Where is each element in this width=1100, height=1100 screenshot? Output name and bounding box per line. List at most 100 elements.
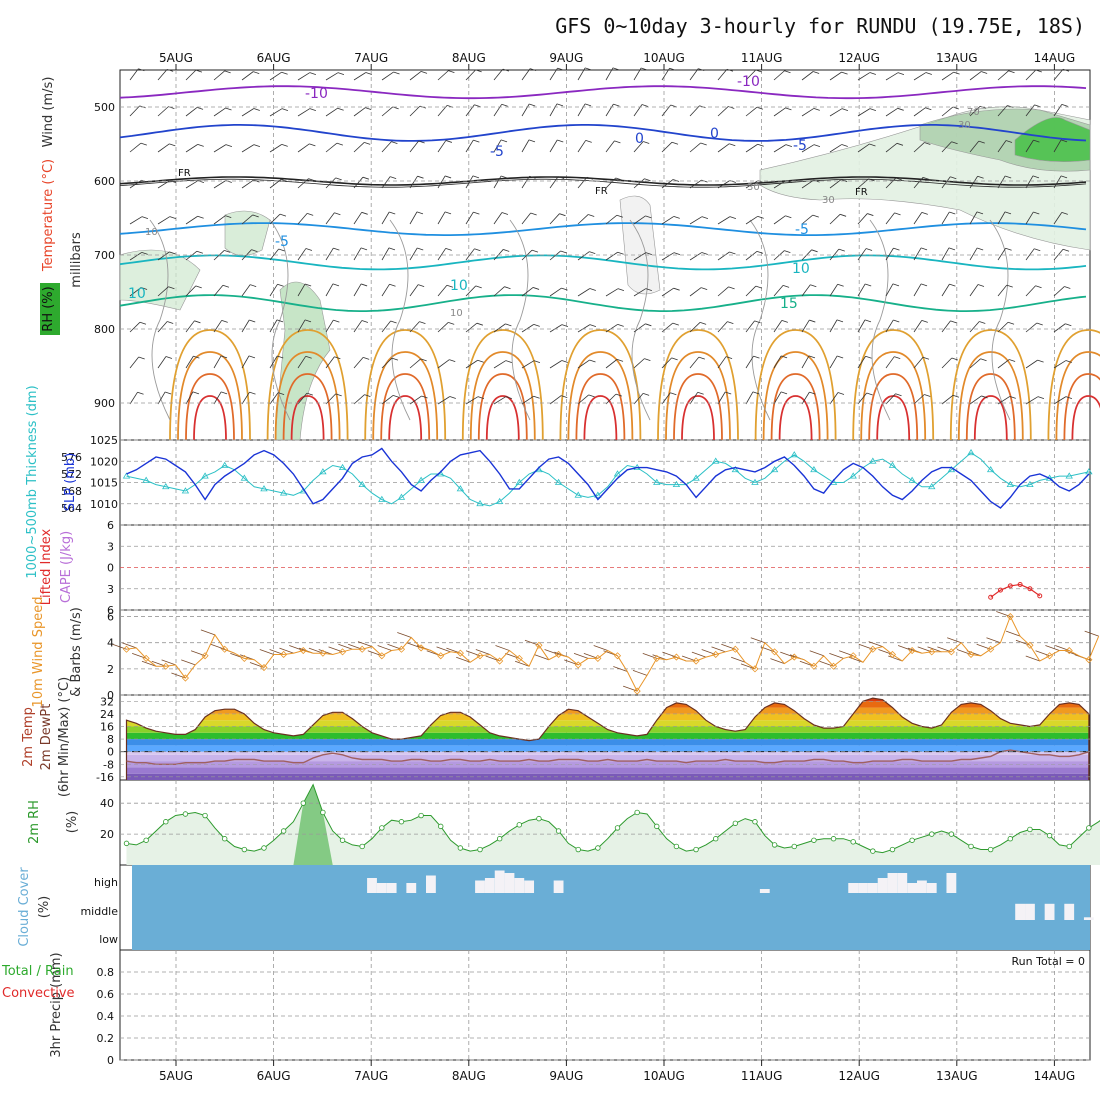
thickness-marker <box>319 468 327 475</box>
rh-legend-swatch <box>40 283 60 335</box>
wind-barb <box>493 139 502 153</box>
wind-barb-flag <box>141 252 148 255</box>
wind-barb <box>885 319 894 333</box>
wind-barb-flag <box>755 69 762 73</box>
wind-barb <box>297 283 306 297</box>
wind-barb <box>157 321 168 333</box>
wind-barb <box>1025 322 1038 333</box>
wind-barb-flag <box>921 212 928 215</box>
wind-speed-marker <box>260 663 268 672</box>
date-label-bottom: 5AUG <box>159 1069 193 1083</box>
rh-point <box>477 846 483 853</box>
wind-barb-flag <box>1034 248 1041 252</box>
rh-point <box>320 809 326 816</box>
wind-barb <box>157 106 169 117</box>
wind-barb-flag <box>725 356 733 359</box>
wind-barb <box>997 359 1010 369</box>
thickness-marker <box>1006 480 1015 488</box>
slp-tick-label: 1025 <box>90 434 118 447</box>
wind-barb-flag <box>477 359 484 363</box>
wind-barb-flag <box>812 214 819 218</box>
wind-barb <box>689 252 703 261</box>
wind-barb-flag <box>364 394 371 398</box>
wind-barb <box>577 288 591 297</box>
wind-barb <box>801 179 814 189</box>
slp-tick-label: 1020 <box>90 455 118 468</box>
thickness-marker <box>711 457 720 464</box>
wind-barb-flag <box>614 140 621 144</box>
wind-barb-flag <box>700 142 707 146</box>
wind-speed-marker <box>653 654 661 662</box>
wind-barb <box>885 356 895 369</box>
rh-point <box>1066 843 1072 850</box>
wind-barb <box>129 287 142 297</box>
wind-barb-flag <box>361 211 368 215</box>
wind-barb <box>885 393 896 405</box>
wind-barb-flag <box>920 283 928 287</box>
surface-wind-barb <box>770 658 785 664</box>
surface-wind-barb <box>240 654 255 661</box>
wind-barb <box>745 251 758 261</box>
wind-speed-marker <box>849 652 857 660</box>
wind-barb-flag <box>922 176 930 180</box>
wind-barb-flag <box>334 212 341 216</box>
rh-point <box>673 843 680 850</box>
wind-barb-flag <box>505 323 512 327</box>
warm-isotherm-loop <box>282 373 333 441</box>
wind-barb-flag <box>1007 321 1015 325</box>
wind-barb <box>689 287 702 297</box>
wind-barb <box>465 359 478 369</box>
wind-barb <box>745 180 759 189</box>
temperature-axis-label: Temperature (°C) <box>41 159 56 272</box>
wind-barb-flag <box>418 140 425 144</box>
wind-barb-flag <box>617 288 625 292</box>
wind-barb-flag <box>391 357 399 361</box>
cape-axis-label: CAPE (J/kg) <box>59 531 74 603</box>
cloud-bar-high <box>553 880 564 893</box>
wind-barb-flag <box>925 72 932 75</box>
wind-barb <box>269 108 283 117</box>
wind-barb-flag <box>503 249 510 252</box>
wind-barb-flag <box>672 322 679 326</box>
wind-barb <box>185 69 197 81</box>
precip-tick-label: 0 <box>107 1054 114 1067</box>
wind-barb <box>549 287 562 297</box>
temp-band <box>126 751 1089 755</box>
wind-barb-flag <box>585 139 592 143</box>
wind-speed-marker <box>162 662 170 670</box>
wind-barb-flag <box>140 142 147 146</box>
thickness-marker <box>181 487 190 494</box>
precip-total-label: Total / Rain <box>1 964 74 979</box>
wind-barb-flag <box>784 250 791 253</box>
lifted-index-point <box>1027 586 1033 592</box>
thickness-marker <box>397 493 406 500</box>
wind-barb <box>325 393 336 405</box>
wind-barb-flag <box>948 247 956 251</box>
wind-barb <box>521 360 535 369</box>
wind-barb <box>717 216 731 225</box>
rh-contour-line <box>509 219 531 421</box>
warm-isotherm-loop <box>575 373 626 441</box>
surface-wind-barb <box>495 645 510 651</box>
stability-tick-label: 3 <box>107 583 114 596</box>
wind-barb <box>213 391 222 405</box>
upper-wind-barbs <box>129 67 1073 405</box>
wind-barb <box>549 213 560 225</box>
wind-barb-flag <box>335 393 342 397</box>
wind-barb-flag <box>616 358 624 362</box>
wind-barb <box>829 179 842 189</box>
wind-speed-marker <box>338 648 347 656</box>
temp-band <box>126 739 1089 746</box>
wind-barb-flag <box>729 216 737 220</box>
wind-speed-marker <box>319 649 327 657</box>
warm-isotherm-loop <box>469 351 536 441</box>
wind-barb <box>241 391 250 405</box>
wind-barb <box>1053 175 1062 189</box>
wind-barb <box>633 104 643 117</box>
wind-barb <box>745 69 757 81</box>
wind-barb-flag <box>701 252 708 255</box>
pressure-tick-label: 900 <box>94 397 115 410</box>
wind-barb <box>633 252 647 261</box>
wind-barb-flag <box>445 140 453 143</box>
surface-wind-barb <box>593 645 608 651</box>
